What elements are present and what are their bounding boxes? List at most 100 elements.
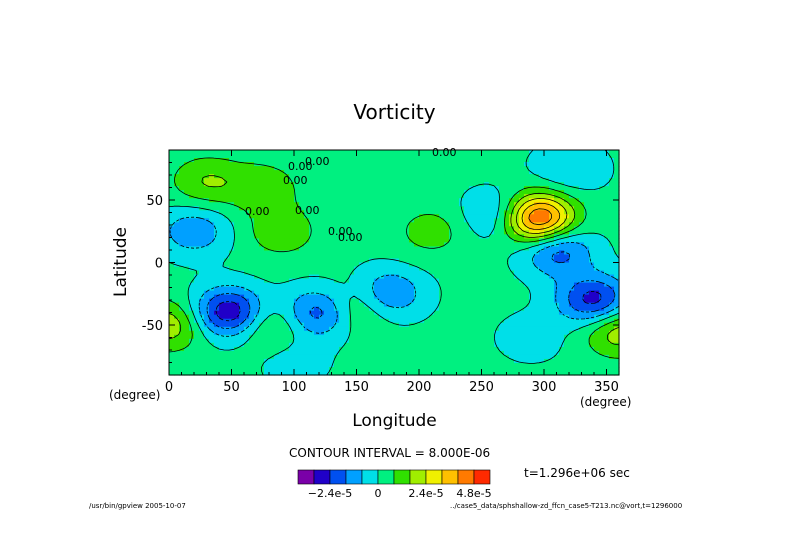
field-cell	[414, 190, 420, 195]
field-cell	[229, 174, 235, 179]
field-cell	[234, 174, 240, 179]
field-cell	[294, 234, 300, 239]
field-cell	[179, 350, 185, 356]
field-cell	[269, 274, 275, 280]
field-cell	[359, 178, 365, 183]
field-cell	[334, 350, 340, 356]
field-cell	[599, 166, 605, 171]
field-cell	[474, 226, 480, 231]
field-cell	[529, 246, 535, 252]
field-cell	[544, 270, 550, 276]
field-cell	[484, 246, 490, 252]
field-cell	[179, 342, 185, 348]
field-cell	[604, 314, 610, 320]
field-cell	[234, 262, 240, 268]
field-cell	[344, 174, 350, 179]
field-cell	[239, 314, 245, 320]
field-cell	[359, 154, 365, 159]
field-cell	[409, 186, 415, 191]
field-cell	[254, 314, 260, 320]
field-cell	[279, 206, 285, 211]
field-cell	[259, 242, 265, 248]
field-cell	[459, 222, 465, 227]
field-cell	[449, 170, 455, 175]
field-cell	[184, 194, 190, 199]
field-cell	[204, 194, 210, 199]
field-cell	[259, 198, 265, 203]
field-cell	[224, 258, 230, 264]
field-cell	[244, 190, 250, 195]
field-cell	[259, 206, 265, 211]
field-cell	[389, 322, 395, 328]
field-cell	[254, 330, 260, 336]
field-cell	[424, 346, 430, 352]
field-cell	[349, 274, 355, 280]
field-cell	[334, 218, 340, 223]
field-cell	[209, 322, 215, 328]
field-cell	[444, 254, 450, 260]
field-cell	[259, 234, 265, 239]
field-cell	[594, 250, 600, 256]
field-cell	[214, 278, 220, 284]
field-cell	[509, 294, 515, 300]
field-cell	[199, 362, 205, 368]
field-cell	[384, 358, 390, 364]
field-cell	[589, 162, 595, 167]
field-cell	[189, 342, 195, 348]
field-cell	[549, 162, 555, 167]
field-cell	[374, 326, 380, 332]
field-cell	[604, 274, 610, 280]
field-cell	[184, 290, 190, 296]
field-cell	[544, 178, 550, 183]
field-cell	[444, 234, 450, 239]
field-cell	[354, 290, 360, 296]
field-cell	[269, 202, 275, 207]
field-cell	[529, 366, 535, 372]
field-cell	[224, 214, 230, 219]
field-cell	[514, 314, 520, 320]
field-cell	[309, 266, 315, 272]
field-cell	[329, 322, 335, 328]
field-cell	[334, 242, 340, 248]
field-cell	[439, 298, 445, 304]
field-cell	[369, 190, 375, 195]
field-cell	[404, 282, 410, 288]
field-cell	[479, 326, 485, 332]
field-cell	[484, 222, 490, 227]
field-cell	[209, 298, 215, 304]
field-cell	[299, 354, 305, 360]
field-cell	[524, 250, 530, 256]
field-cell	[254, 154, 260, 159]
field-cell	[489, 334, 495, 340]
field-cell	[509, 362, 515, 368]
field-cell	[434, 294, 440, 300]
field-cell	[214, 250, 220, 256]
field-cell	[409, 178, 415, 183]
field-cell	[189, 366, 195, 372]
field-cell	[224, 322, 230, 328]
field-cell	[519, 178, 525, 183]
field-cell	[559, 202, 565, 207]
field-cell	[589, 290, 595, 296]
field-cell	[209, 206, 215, 211]
field-cell	[209, 354, 215, 360]
field-cell	[499, 222, 505, 227]
field-cell	[539, 202, 545, 207]
field-cell	[319, 358, 325, 364]
field-cell	[324, 362, 330, 368]
field-cell	[534, 218, 540, 223]
field-cell	[509, 302, 515, 308]
field-cell	[189, 250, 195, 256]
field-cell	[259, 338, 265, 344]
field-cell	[544, 350, 550, 356]
field-cell	[179, 294, 185, 300]
field-cell	[439, 318, 445, 324]
field-cell	[539, 318, 545, 324]
field-cell	[214, 370, 220, 376]
field-cell	[334, 294, 340, 300]
field-cell	[564, 314, 570, 320]
field-cell	[399, 194, 405, 199]
field-cell	[309, 298, 315, 304]
field-cell	[209, 178, 215, 183]
field-cell	[304, 350, 310, 356]
